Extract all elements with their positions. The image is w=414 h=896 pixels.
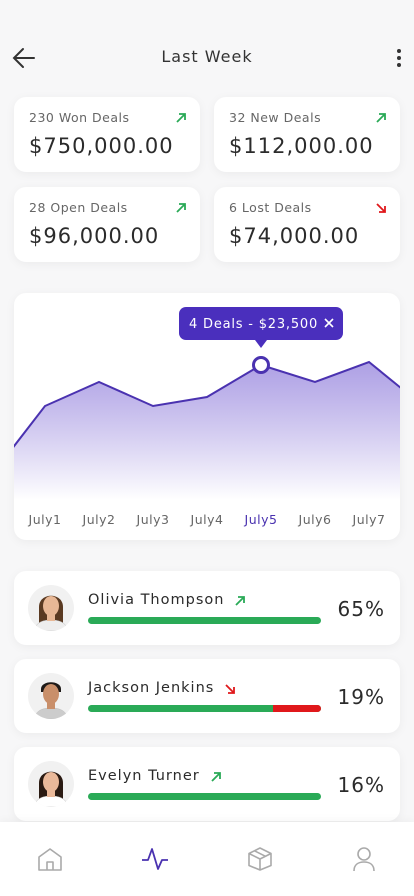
person-name: Olivia Thompson	[88, 592, 225, 608]
trend-arrow	[225, 684, 236, 694]
tab-bar	[0, 822, 414, 896]
x-tick-label: July7	[352, 512, 386, 527]
line	[14, 360, 400, 448]
stat-card: 230 Won Deals $750,000.00	[14, 97, 200, 172]
person-percent: 19%	[337, 685, 385, 709]
trend-arrow	[376, 203, 386, 213]
trend-arrow	[176, 113, 186, 123]
x-tick-label: July1	[28, 512, 62, 527]
stat-amount: $112,000.00	[229, 134, 374, 158]
stat-amount: $750,000.00	[29, 134, 174, 158]
tooltip-text: 4 Deals - $23,500	[189, 317, 318, 332]
avatar	[28, 673, 74, 719]
progress-negative	[273, 705, 321, 712]
stat-label: 6 Lost Deals	[229, 200, 312, 215]
x-tick-label: July6	[298, 512, 332, 527]
progress-bar	[88, 617, 321, 624]
arrow-path	[176, 113, 186, 123]
page-title: Last Week	[161, 47, 253, 66]
box-tab[interactable]	[247, 846, 273, 872]
face	[43, 684, 59, 704]
face	[43, 772, 59, 792]
trend-arrow	[235, 596, 246, 606]
person-card: Jackson Jenkins 19%	[14, 659, 400, 733]
avatar	[28, 761, 74, 807]
more-button[interactable]	[396, 48, 402, 68]
person-percent: 65%	[337, 597, 385, 621]
trend-arrow	[211, 772, 221, 782]
trend-arrow	[176, 203, 186, 213]
tooltip: 4 Deals - $23,500	[179, 307, 343, 348]
chart-card: July1 July2 July3 July4 July5 July6 July7 4 Dea…	[14, 293, 400, 540]
activity-tab[interactable]	[141, 847, 169, 871]
person-card: Evelyn Turner 16%	[14, 747, 400, 821]
stat-label: 28 Open Deals	[29, 200, 128, 215]
tooltip-close[interactable]	[324, 318, 334, 328]
chart: July1 July2 July3 July4 July5 July6 July7 4 Dea…	[14, 307, 400, 527]
progress-bar	[88, 793, 321, 800]
x-tick-label: July5	[244, 512, 278, 527]
stat-label: 230 Won Deals	[29, 110, 130, 125]
person-card: Olivia Thompson 65%	[14, 571, 400, 645]
area	[14, 362, 400, 500]
stat-card: 28 Open Deals $96,000.00	[14, 187, 200, 262]
selected-point	[252, 356, 270, 374]
stat-amount: $74,000.00	[229, 224, 360, 248]
person-name: Evelyn Turner	[88, 768, 200, 784]
person-percent: 16%	[337, 773, 385, 797]
trend-arrow	[376, 113, 386, 123]
stat-amount: $96,000.00	[29, 224, 160, 248]
home-tab[interactable]	[37, 847, 63, 871]
x-tick-label: July2	[82, 512, 116, 527]
arrow-path	[376, 113, 386, 123]
face	[43, 596, 59, 616]
arrow-path	[235, 596, 246, 606]
arrow-path	[225, 684, 236, 694]
avatar	[28, 585, 74, 631]
person-name: Jackson Jenkins	[88, 680, 215, 696]
x-tick-label: July4	[190, 512, 224, 527]
x-tick-label: July3	[136, 512, 170, 527]
stat-label: 32 New Deals	[229, 110, 322, 125]
progress-bar	[88, 705, 321, 712]
stat-card: 32 New Deals $112,000.00	[214, 97, 400, 172]
arrow-path	[176, 203, 186, 213]
arrow-path	[211, 772, 221, 782]
tooltip-pointer	[255, 340, 267, 348]
profile-tab[interactable]	[352, 846, 376, 872]
stat-card: 6 Lost Deals $74,000.00	[214, 187, 400, 262]
arrow-path	[376, 203, 386, 213]
back-button[interactable]	[12, 47, 36, 69]
tooltip-bg	[179, 307, 343, 340]
